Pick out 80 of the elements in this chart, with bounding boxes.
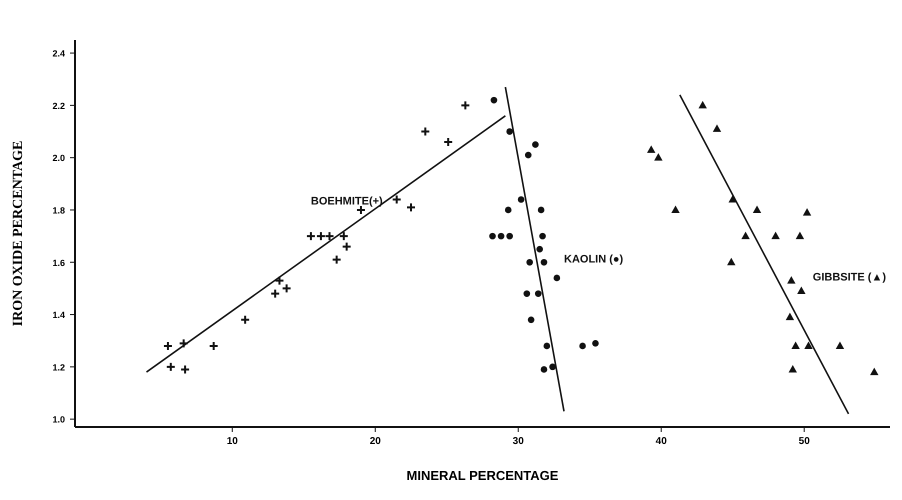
point <box>332 254 342 265</box>
x-tick-label: 20 <box>370 436 382 447</box>
point <box>554 274 560 282</box>
y-tick-label: 2.2 <box>52 100 65 111</box>
point <box>504 206 512 214</box>
y-tick-label: 1.6 <box>52 258 65 268</box>
series-label: GIBBSITE (▲) <box>812 272 886 284</box>
point <box>579 342 586 350</box>
point <box>208 340 219 351</box>
point <box>534 290 542 297</box>
y-tick-label: 2.4 <box>52 48 65 59</box>
point <box>506 128 513 135</box>
point <box>796 232 804 240</box>
point <box>592 340 599 347</box>
point <box>536 246 543 252</box>
point <box>647 145 656 153</box>
point <box>180 364 190 374</box>
point <box>443 136 454 147</box>
point <box>420 126 430 137</box>
point <box>274 276 284 286</box>
point <box>797 286 806 294</box>
point <box>518 196 524 203</box>
point <box>539 232 546 240</box>
y-tick-label: 1.0 <box>52 414 65 425</box>
point <box>270 288 280 299</box>
point <box>654 153 663 161</box>
point <box>870 368 878 376</box>
point <box>804 341 813 349</box>
x-tick-label: 30 <box>512 436 524 447</box>
point <box>549 364 556 370</box>
point <box>540 258 548 266</box>
point <box>460 100 470 110</box>
point <box>406 202 416 212</box>
y-axis-title: IRON OXIDE PERCENTAGE <box>11 140 26 326</box>
point <box>306 231 316 242</box>
point <box>540 366 548 373</box>
point <box>392 194 402 205</box>
point <box>741 232 750 240</box>
point <box>671 205 680 213</box>
point <box>282 283 292 294</box>
point <box>836 341 844 349</box>
point <box>544 342 550 350</box>
point <box>324 231 335 242</box>
point <box>727 258 736 266</box>
x-tick-label: 40 <box>656 436 668 447</box>
point <box>712 124 722 132</box>
y-tick-label: 1.4 <box>52 310 65 320</box>
point <box>538 206 544 214</box>
point <box>524 290 530 297</box>
point <box>787 276 796 284</box>
point <box>524 152 532 158</box>
point <box>532 141 539 148</box>
point <box>498 232 504 240</box>
point <box>526 258 533 266</box>
point <box>698 100 707 108</box>
x-tick-label: 50 <box>798 436 810 447</box>
point <box>162 340 173 351</box>
point <box>802 208 812 216</box>
x-tick-label: 10 <box>226 436 238 447</box>
point <box>178 338 189 348</box>
point <box>786 312 794 320</box>
point <box>316 231 326 242</box>
point <box>771 232 780 240</box>
y-tick-label: 2.0 <box>52 153 65 164</box>
point <box>342 242 352 252</box>
point <box>489 232 496 240</box>
series-label: BOEHMITE(+) <box>310 196 384 208</box>
point <box>752 205 762 213</box>
point <box>506 232 513 240</box>
point <box>788 364 797 372</box>
y-tick-label: 1.8 <box>52 205 65 216</box>
x-axis-title: MINERAL PERCENTAGE <box>406 468 559 483</box>
point <box>791 341 800 349</box>
point <box>338 231 349 242</box>
point <box>240 314 250 325</box>
point <box>528 316 534 324</box>
series-label: KAOLIN (●) <box>564 253 624 266</box>
point <box>166 362 176 372</box>
y-tick-label: 1.2 <box>52 362 65 372</box>
point <box>490 96 498 104</box>
